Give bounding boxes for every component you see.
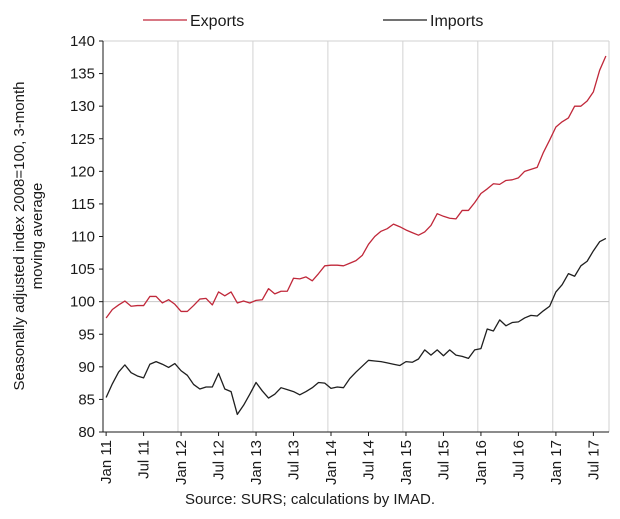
series-line-imports (105, 237, 607, 416)
source-note: Source: SURS; calculations by IMAD. (184, 491, 436, 508)
y-tick-label: 115 (71, 196, 95, 213)
y-tick-label: 135 (70, 66, 95, 83)
x-tick-label: Jan 12 (173, 440, 190, 485)
x-tick-label: Jul 13 (286, 440, 303, 480)
y-tick-label: 95 (78, 326, 95, 343)
series-line-exports (105, 55, 607, 319)
x-tick-label: Jul 12 (211, 440, 228, 480)
axes (102, 41, 609, 433)
x-tick-label: Jan 17 (548, 440, 565, 485)
y-axis-title-line-1: Seasonally adjusted index 2008=100, 3-mo… (11, 82, 28, 391)
legend-label-imports: Imports (430, 13, 483, 30)
x-tick-label: Jan 13 (248, 440, 265, 485)
trade-index-chart: Exports Imports 80 85 90 95 100 105 110 115 120 1… (11, 13, 610, 485)
y-axis-title-line-2: moving average (29, 183, 46, 290)
x-axis-ticks: Jan 11 Jul 11 Jan 12 Jul 12 Jan 13 Jul 13 Jan … (98, 432, 602, 485)
y-tick-label: 120 (70, 163, 95, 180)
x-tick-label: Jul 11 (136, 440, 153, 479)
x-tick-label: Jul 17 (585, 440, 602, 480)
x-tick-label: Jul 15 (435, 440, 452, 480)
y-axis-ticks: 80 85 90 95 100 105 110 115 120 125 130 135 140 (70, 33, 103, 441)
y-tick-label: 125 (70, 131, 95, 148)
y-tick-label: 90 (78, 359, 95, 376)
series-lines (105, 55, 607, 416)
x-tick-label: Jan 14 (323, 440, 340, 485)
x-tick-label: Jan 16 (473, 440, 490, 485)
y-tick-label: 140 (70, 33, 95, 50)
y-tick-label: 100 (70, 294, 95, 311)
y-tick-label: 130 (70, 98, 95, 115)
y-tick-label: 110 (71, 229, 95, 246)
x-tick-label: Jul 14 (360, 440, 377, 480)
y-tick-label: 105 (70, 261, 95, 278)
legend-label-exports: Exports (190, 13, 244, 30)
y-tick-label: 85 (78, 391, 95, 408)
y-tick-label: 80 (78, 424, 95, 441)
x-tick-label: Jan 15 (398, 440, 415, 485)
legend: Exports Imports (143, 13, 483, 30)
x-tick-label: Jul 16 (510, 440, 527, 480)
x-tick-label: Jan 11 (98, 440, 115, 484)
gridlines (102, 40, 610, 432)
